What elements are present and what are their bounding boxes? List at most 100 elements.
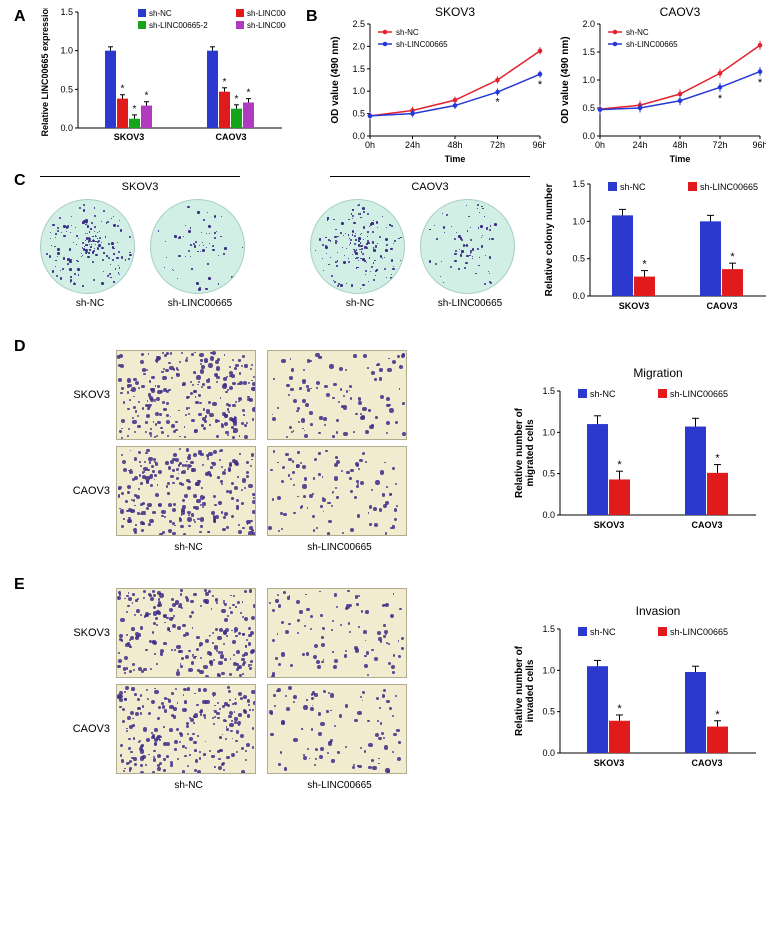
svg-text:*: * [247, 88, 251, 99]
svg-text:*: * [495, 97, 500, 109]
svg-text:SKOV3: SKOV3 [114, 132, 145, 142]
panel-d-images: SKOV3CAOV3sh-NCsh-LINC00665 [40, 350, 412, 553]
svg-text:1.0: 1.0 [60, 46, 73, 56]
svg-text:72h: 72h [712, 140, 727, 150]
svg-text:SKOV3: SKOV3 [435, 5, 475, 19]
svg-text:96h: 96h [752, 140, 766, 150]
svg-text:*: * [617, 459, 622, 471]
svg-text:sh-LINC00665-1: sh-LINC00665-1 [247, 9, 286, 18]
svg-text:CAOV3: CAOV3 [691, 758, 722, 768]
svg-text:1.0: 1.0 [542, 665, 555, 675]
panel-b-svg-0: SKOV30.00.51.01.52.02.50h24h48h72h96hTim… [326, 4, 546, 164]
col-label: sh-NC [116, 780, 261, 791]
panel-b-chart-0: SKOV30.00.51.01.52.02.50h24h48h72h96hTim… [326, 4, 546, 164]
microscopy-image [267, 350, 407, 440]
microscopy-image [116, 350, 256, 440]
svg-text:Time: Time [445, 154, 466, 164]
petri-dish [310, 199, 405, 294]
svg-text:CAOV3: CAOV3 [691, 520, 722, 530]
svg-text:0h: 0h [365, 140, 375, 150]
svg-text:sh-LINC00665: sh-LINC00665 [700, 182, 758, 192]
panel-d-bar-svg: Migration0.00.51.01.5Relative number ofm… [510, 365, 760, 545]
svg-text:1.0: 1.0 [572, 216, 585, 226]
panel-b-svg-1: CAOV30.00.51.01.52.00h24h48h72h96hTimeOD… [556, 4, 766, 164]
panel-a-svg: 0.0 0.5 1.0 1.5 Relative LINC00665 expressio… [36, 8, 286, 158]
petri-dish [40, 199, 135, 294]
panel-e-bar: Invasion0.00.51.01.5Relative number ofin… [510, 603, 760, 783]
svg-text:0.0: 0.0 [352, 131, 365, 141]
svg-text:sh-NC: sh-NC [590, 627, 616, 637]
svg-text:0.5: 0.5 [60, 84, 73, 94]
svg-text:1.5: 1.5 [542, 624, 555, 634]
panel-a-chart: 0.0 0.5 1.0 1.5 Relative LINC00665 expressio… [36, 8, 286, 158]
svg-text:sh-LINC00665: sh-LINC00665 [396, 40, 448, 49]
svg-text:2.5: 2.5 [352, 19, 365, 29]
svg-text:0.5: 0.5 [352, 109, 365, 119]
svg-text:0h: 0h [595, 140, 605, 150]
svg-text:72h: 72h [490, 140, 505, 150]
svg-text:*: * [223, 77, 227, 88]
svg-text:24h: 24h [632, 140, 647, 150]
petri-label: sh-LINC00665 [420, 298, 520, 309]
svg-text:*: * [715, 453, 720, 465]
svg-text:2.0: 2.0 [582, 19, 595, 29]
svg-text:*: * [617, 703, 622, 715]
svg-text:sh-NC: sh-NC [149, 9, 172, 18]
svg-text:sh-LINC00665: sh-LINC00665 [626, 40, 678, 49]
svg-text:Invasion: Invasion [636, 604, 681, 618]
panel-c-bar-svg: 0.00.51.01.5Relative colony number*SKOV3… [540, 176, 770, 326]
panel-e-images: SKOV3CAOV3 sh-NC sh-LINC00665 [40, 588, 412, 791]
svg-text:0.0: 0.0 [582, 131, 595, 141]
svg-text:0.5: 0.5 [582, 103, 595, 113]
svg-text:1.5: 1.5 [572, 179, 585, 189]
svg-text:0.5: 0.5 [542, 707, 555, 717]
svg-text:invaded cells: invaded cells [525, 659, 536, 722]
svg-text:48h: 48h [672, 140, 687, 150]
svg-text:1.5: 1.5 [352, 64, 365, 74]
svg-text:sh-NC: sh-NC [590, 389, 616, 399]
svg-text:*: * [715, 709, 720, 721]
svg-text:CAOV3: CAOV3 [215, 132, 246, 142]
svg-text:sh-LINC00665: sh-LINC00665 [670, 627, 728, 637]
svg-text:Relative LINC00665 expression: Relative LINC00665 expression [40, 8, 50, 137]
petri-label: sh-NC [40, 298, 140, 309]
panel-c-bar: 0.00.51.01.5Relative colony number*SKOV3… [540, 176, 770, 326]
svg-text:1.5: 1.5 [542, 386, 555, 396]
svg-text:1.5: 1.5 [60, 8, 73, 17]
panel-e-bar-svg: Invasion0.00.51.01.5Relative number ofin… [510, 603, 760, 783]
col-label: sh-LINC00665 [267, 542, 412, 553]
svg-text:0.0: 0.0 [542, 748, 555, 758]
svg-text:48h: 48h [447, 140, 462, 150]
svg-text:*: * [145, 91, 149, 102]
microscopy-image [116, 446, 256, 536]
svg-text:*: * [642, 259, 647, 271]
svg-text:0.0: 0.0 [60, 123, 73, 133]
svg-text:*: * [235, 94, 239, 105]
row-label: CAOV3 [40, 684, 110, 774]
petri-label: sh-NC [310, 298, 410, 309]
panel-d-label: D [14, 338, 26, 356]
svg-text:2.0: 2.0 [352, 41, 365, 51]
panel-c-label: C [14, 172, 26, 190]
svg-text:24h: 24h [405, 140, 420, 150]
petri-label: sh-LINC00665 [150, 298, 250, 309]
svg-text:OD value (490 nm): OD value (490 nm) [330, 36, 341, 123]
svg-text:0.0: 0.0 [572, 291, 585, 301]
svg-text:Time: Time [670, 154, 691, 164]
petri-dish [150, 199, 245, 294]
svg-text:Migration: Migration [633, 366, 682, 380]
panel-e-label: E [14, 576, 25, 594]
col-label: sh-LINC00665 [267, 780, 412, 791]
panel-b-chart-1: CAOV30.00.51.01.52.00h24h48h72h96hTimeOD… [556, 4, 766, 164]
panel-c-line-0: SKOV3 [40, 181, 240, 193]
microscopy-image [116, 588, 256, 678]
petri-dish [420, 199, 515, 294]
svg-text:*: * [758, 77, 763, 89]
row-label: SKOV3 [40, 588, 110, 678]
svg-text:sh-LINC00665-2: sh-LINC00665-2 [149, 21, 208, 30]
svg-text:CAOV3: CAOV3 [706, 301, 737, 311]
svg-text:Relative number of: Relative number of [514, 407, 525, 498]
svg-text:SKOV3: SKOV3 [619, 301, 650, 311]
svg-text:96h: 96h [532, 140, 546, 150]
microscopy-image [116, 684, 256, 774]
